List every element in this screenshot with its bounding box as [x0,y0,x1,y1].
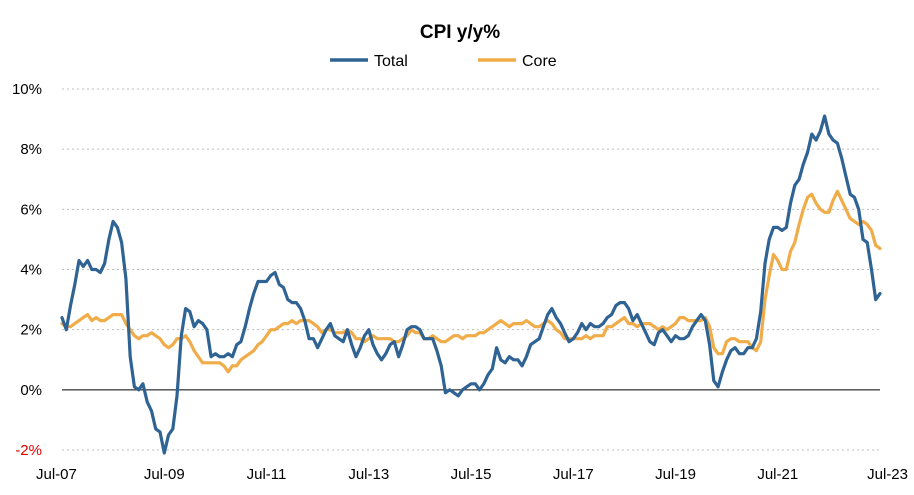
y-axis-ticks: -2% 0% 2% 4% 6% 8% 10% [12,81,42,459]
x-tick-label: Jul-23 [867,466,908,483]
y-tick-label: 0% [20,382,42,399]
gridlines [62,88,880,451]
legend-label-core: Core [522,53,557,70]
x-tick-label: Jul-13 [348,466,389,483]
x-tick-label: Jul-11 [247,466,287,483]
y-tick-label: 6% [20,201,42,218]
x-tick-label: Jul-09 [144,466,185,483]
series-lines [60,114,882,455]
series-line-total [60,114,882,455]
y-tick-label: 10% [12,81,42,98]
chart-title: CPI y/y% [420,22,500,43]
x-tick-label: Jul-21 [757,466,798,483]
x-tick-label: Jul-15 [451,466,492,483]
legend-label-total: Total [374,53,408,70]
y-tick-label: -2% [15,442,42,459]
x-axis-ticks: Jul-07 Jul-09 Jul-11 Jul-13 Jul-15 Jul-17 Jul-… [36,466,908,483]
y-tick-label: 4% [20,262,42,279]
x-tick-label: Jul-07 [36,466,77,483]
chart-legend: Total Core [330,53,557,70]
x-tick-label: Jul-17 [553,466,594,483]
x-tick-label: Jul-19 [655,466,696,483]
y-tick-label: 2% [20,322,42,339]
series-line-core [60,189,882,374]
y-tick-label: 8% [20,141,42,158]
